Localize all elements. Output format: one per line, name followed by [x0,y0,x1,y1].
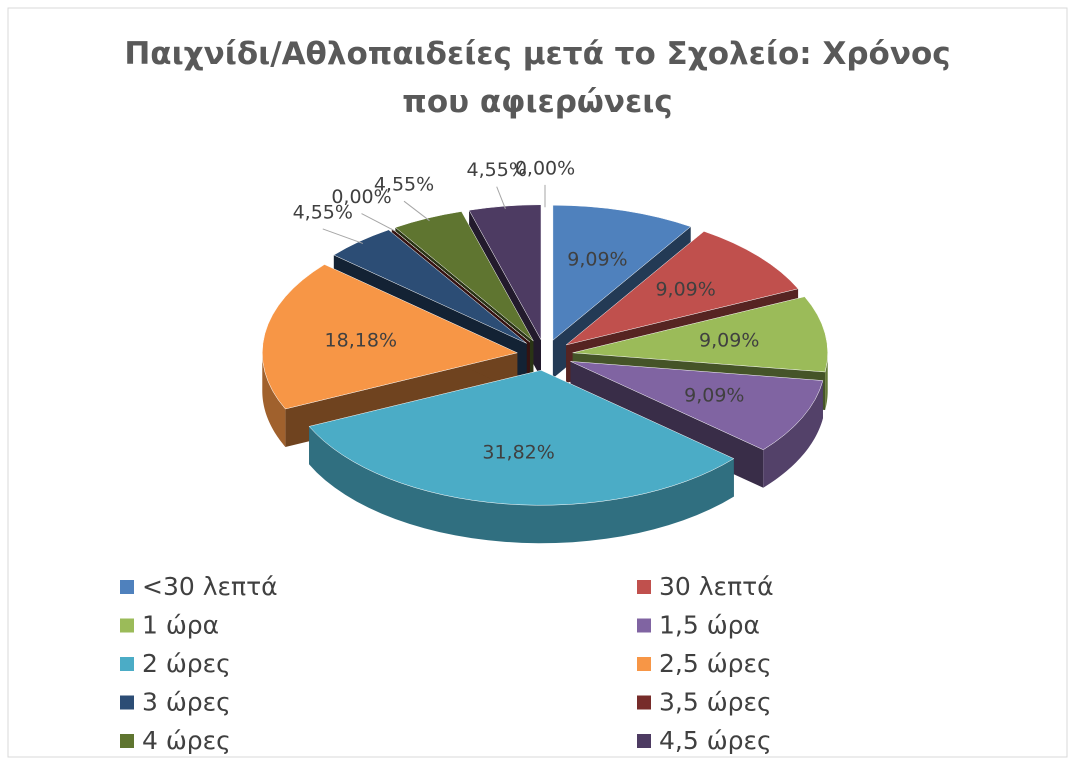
data-label: 9,09% [655,279,715,301]
legend-swatch [120,618,134,633]
slice-side [262,352,286,447]
legend-label: 3,5 ώρες [659,688,772,717]
data-label: 0,00% [515,157,575,179]
data-label: 31,82% [482,442,554,464]
legend-swatch [637,580,651,594]
slice [565,231,799,346]
slice [572,296,828,373]
slice [394,211,534,342]
legend-swatch [637,618,651,633]
data-label: 4,55% [467,159,527,181]
slice [308,369,735,506]
data-label: 4,55% [374,174,434,196]
legend-label: 2 ώρες [142,649,231,678]
legend-label: 4 ώρες [142,726,231,755]
chart-border [7,7,1068,758]
data-label: 0,00% [331,186,391,208]
leader-line [403,200,430,222]
legend-label: 30 λεπτά [659,572,774,601]
slice [570,361,824,451]
legend-label: 1 ώρα [142,611,219,640]
legend-swatch [120,734,134,748]
data-label: 4,55% [293,201,353,223]
legend-swatch [120,657,134,671]
data-label: 9,09% [684,385,744,407]
legend-label: 4,5 ώρες [659,726,772,755]
slice [552,204,692,341]
legend-label: 2,5 ώρες [659,649,772,678]
legend-swatch [637,734,651,748]
slice-side [763,380,823,488]
leader-line [322,228,364,244]
legend-swatch [637,657,651,671]
legend-swatch [120,695,134,710]
legend-swatch [637,695,651,710]
leader-line [496,186,506,209]
legend-label: 3 ώρες [142,688,231,717]
slice-side [825,352,828,410]
slice [333,229,527,344]
legend-swatch [120,580,134,594]
chart-title: Παιχνίδι/Αθλοπαιδείες μετά το Σχολείο: Χ… [124,36,951,120]
data-label: 9,09% [567,248,627,270]
data-label: 18,18% [325,329,397,351]
leader-line [361,213,395,232]
slice [262,264,519,410]
legend-label: <30 λεπτά [142,572,278,601]
data-label: 9,09% [699,329,759,351]
slice-side [309,426,734,544]
legend-label: 1,5 ώρα [659,611,760,640]
